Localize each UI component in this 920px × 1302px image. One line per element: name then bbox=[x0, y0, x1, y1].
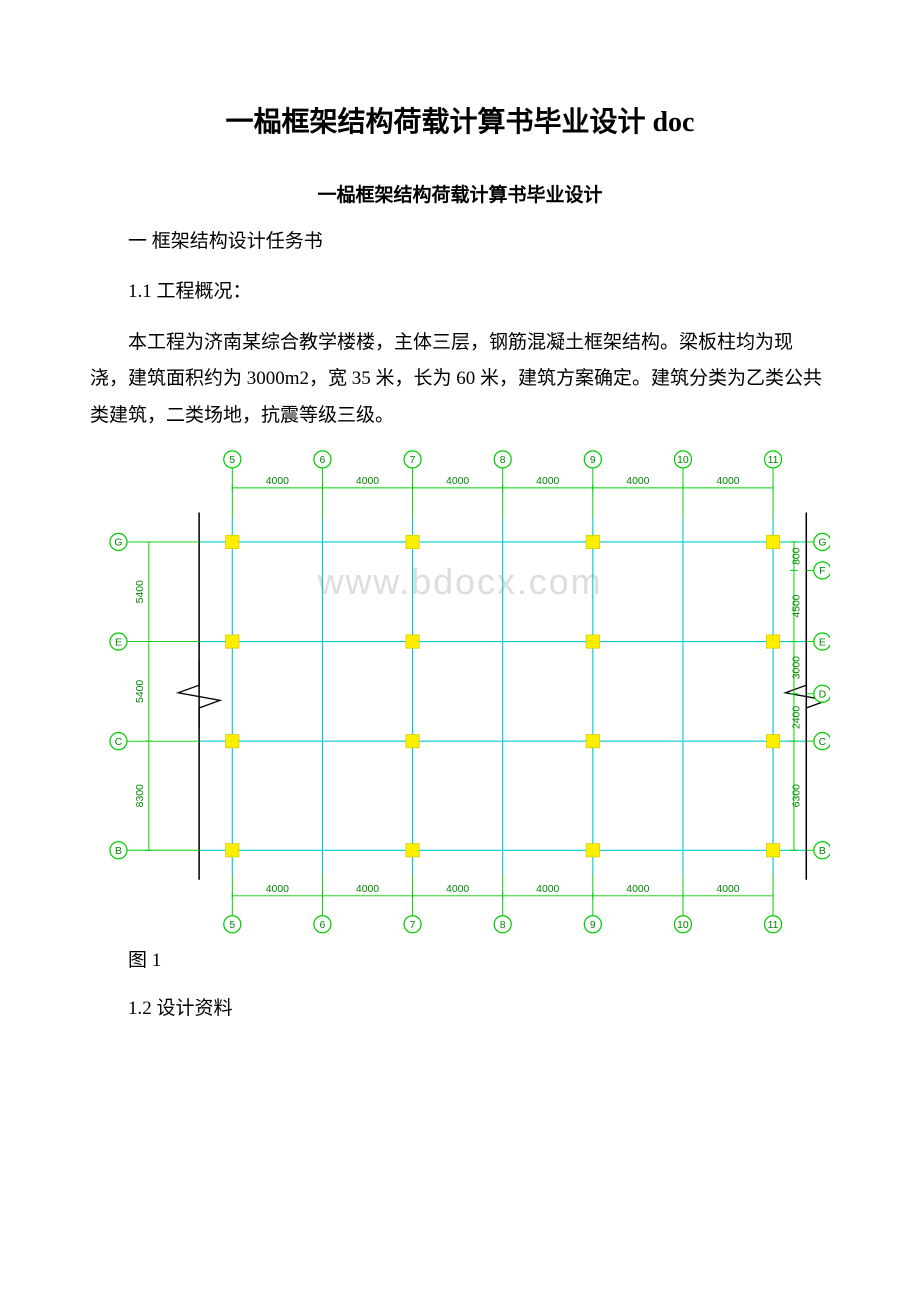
body-paragraph: 本工程为济南某综合教学楼楼，主体三层，钢筋混凝土框架结构。梁板柱均为现浇，建筑面… bbox=[90, 325, 830, 433]
svg-text:5: 5 bbox=[229, 455, 235, 466]
section-1-1-label: 1.1 工程概况： bbox=[90, 275, 830, 309]
svg-text:8: 8 bbox=[500, 455, 506, 466]
svg-text:2400: 2400 bbox=[792, 705, 803, 728]
svg-text:4000: 4000 bbox=[716, 476, 739, 487]
structural-plan-diagram: www.bdocx.com 5 6 7 8 9 10 11 4000 4000 4000 4000 40… bbox=[90, 442, 830, 936]
svg-text:10: 10 bbox=[677, 455, 689, 466]
svg-text:4000: 4000 bbox=[356, 884, 379, 895]
svg-text:10: 10 bbox=[677, 920, 689, 931]
section-1-heading: 一 框架结构设计任务书 bbox=[90, 225, 830, 259]
svg-text:9: 9 bbox=[590, 920, 596, 931]
svg-text:G: G bbox=[114, 537, 122, 548]
content: 一榀框架结构荷载计算书毕业设计 doc 一榀框架结构荷载计算书毕业设计 一 框架… bbox=[90, 100, 830, 1026]
main-title: 一榀框架结构荷载计算书毕业设计 doc bbox=[90, 100, 830, 140]
svg-text:5: 5 bbox=[229, 920, 235, 931]
svg-text:6: 6 bbox=[320, 920, 326, 931]
svg-text:11: 11 bbox=[768, 920, 779, 931]
svg-text:7: 7 bbox=[410, 920, 416, 931]
svg-text:7: 7 bbox=[410, 455, 416, 466]
svg-text:4000: 4000 bbox=[446, 476, 469, 487]
svg-text:C: C bbox=[819, 737, 827, 748]
page-root: 一榀框架结构荷载计算书毕业设计 doc 一榀框架结构荷载计算书毕业设计 一 框架… bbox=[90, 100, 830, 1026]
svg-text:E: E bbox=[115, 637, 122, 648]
svg-text:5400: 5400 bbox=[135, 580, 146, 603]
svg-text:4000: 4000 bbox=[356, 476, 379, 487]
svg-text:6: 6 bbox=[320, 455, 326, 466]
svg-text:3000: 3000 bbox=[792, 656, 803, 679]
svg-text:B: B bbox=[819, 846, 826, 857]
svg-text:F: F bbox=[819, 566, 825, 577]
svg-text:G: G bbox=[818, 537, 826, 548]
svg-text:9: 9 bbox=[590, 455, 596, 466]
sub-title: 一榀框架结构荷载计算书毕业设计 bbox=[90, 180, 830, 207]
svg-text:www.bdocx.com: www.bdocx.com bbox=[316, 561, 602, 602]
svg-text:4000: 4000 bbox=[716, 884, 739, 895]
svg-text:6300: 6300 bbox=[792, 784, 803, 807]
svg-text:800: 800 bbox=[792, 547, 803, 565]
svg-text:E: E bbox=[819, 637, 826, 648]
svg-text:8: 8 bbox=[500, 920, 506, 931]
svg-text:8300: 8300 bbox=[135, 784, 146, 807]
section-1-2-label: 1.2 设计资料 bbox=[90, 992, 830, 1026]
svg-text:4500: 4500 bbox=[792, 594, 803, 617]
svg-text:C: C bbox=[115, 737, 123, 748]
svg-text:4000: 4000 bbox=[266, 476, 289, 487]
svg-text:4000: 4000 bbox=[266, 884, 289, 895]
figure-1: www.bdocx.com 5 6 7 8 9 10 11 4000 4000 4000 4000 40… bbox=[90, 442, 830, 936]
svg-text:B: B bbox=[115, 846, 122, 857]
svg-text:4000: 4000 bbox=[536, 476, 559, 487]
svg-text:4000: 4000 bbox=[626, 476, 649, 487]
svg-text:4000: 4000 bbox=[536, 884, 559, 895]
svg-text:11: 11 bbox=[768, 455, 779, 466]
svg-text:4000: 4000 bbox=[626, 884, 649, 895]
svg-text:D: D bbox=[819, 689, 827, 700]
figure-1-caption: 图 1 bbox=[90, 944, 830, 978]
svg-text:4000: 4000 bbox=[446, 884, 469, 895]
svg-text:5400: 5400 bbox=[135, 679, 146, 702]
